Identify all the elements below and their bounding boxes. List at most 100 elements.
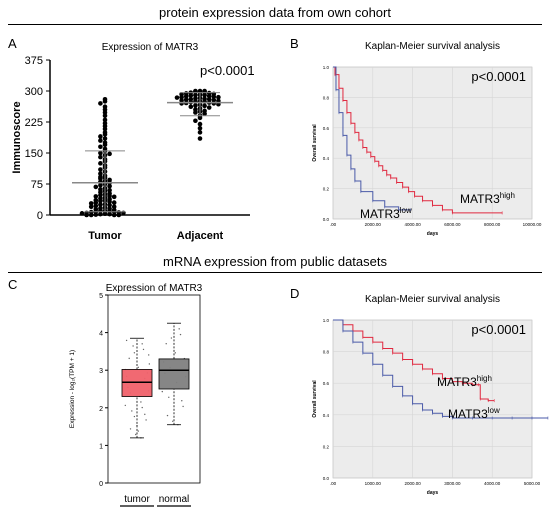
survival-curve [333,319,548,419]
data-point [107,151,112,157]
x-tick-label: 6000.00 [444,222,461,227]
plot-area [332,319,533,479]
data-point [98,150,103,156]
x-axis-label: days [427,490,439,496]
jitter-point [174,352,176,354]
jitter-point [144,413,146,416]
survival-curve [333,66,411,211]
data-point [93,203,99,209]
section-divider [8,24,542,25]
y-tick-label: 0.2 [323,444,330,449]
jitter-point [178,328,180,330]
y-axis-label: Expression - log₂(TPM + 1) [69,350,76,428]
jitter-point [128,357,130,360]
y-tick-label: 225 [25,117,43,129]
data-point [102,136,108,141]
data-point [116,212,122,218]
data-point [102,113,108,119]
data-point [107,193,112,199]
data-point [102,211,108,217]
data-point [98,171,103,176]
data-point [188,104,194,110]
y-tick-label: 0.6 [323,381,330,386]
data-point [98,192,103,198]
data-point [79,211,85,216]
data-point [183,97,189,102]
p-value: p<0.0001 [471,69,526,84]
x-tick-label: 2000.00 [404,481,421,486]
data-point [202,92,207,98]
box [158,358,190,390]
data-point [93,212,99,217]
p-value: p<0.0001 [200,63,255,78]
data-point [98,134,103,139]
data-point [98,138,103,143]
y-tick-label: 3 [99,368,103,375]
x-tick-label: 5000.00 [524,481,541,486]
data-point [98,161,103,166]
data-point [179,94,184,100]
data-point [102,132,108,137]
jitter-point [124,404,127,407]
jitter-point [166,414,169,417]
jitter-point [132,345,134,347]
jitter-point [145,419,147,421]
y-tick-label: 0.0 [323,217,330,222]
data-point [216,94,221,100]
y-tick-label: 375 [25,55,43,67]
data-point [206,96,212,102]
data-point [174,95,180,100]
section-title-mrna: mRNA expression from public datasets [163,254,387,269]
data-point [111,194,117,200]
data-point [197,121,203,127]
data-point [98,144,103,150]
data-point [193,118,198,124]
panel-label-b: B [290,36,299,51]
y-tick-label: 0.8 [323,95,330,100]
data-point [107,187,112,193]
x-tick-label: 4000.00 [404,222,421,227]
data-point [93,194,99,199]
jitter-point [137,430,139,432]
y-tick-label: 1.0 [323,65,330,70]
data-point [211,94,217,100]
data-point [102,126,108,132]
jitter-point [168,396,170,399]
jitter-point [172,420,174,422]
data-point [197,115,203,121]
chart-title: Expression of MATR3 [106,283,203,294]
x-tick-label: .00 [330,222,337,227]
data-point [98,198,103,204]
data-point [102,99,108,104]
data-point [88,201,94,206]
data-point [93,184,99,190]
x-tick-label: 10000.00 [523,222,542,227]
plot-area [332,66,533,220]
data-point [202,103,207,109]
data-point [84,212,89,218]
survival-curve [333,66,503,214]
data-point [188,93,194,98]
jitter-point [133,352,136,354]
data-point [206,105,212,110]
jitter-point [133,415,136,418]
data-point [98,154,103,160]
jitter-point [182,405,184,408]
jitter-point [165,343,167,345]
jitter-point [141,406,143,409]
y-tick-label: 0.4 [323,413,330,418]
x-axis-label: days [427,231,439,237]
jitter-point [140,401,142,403]
jitter-point [170,337,173,339]
data-point [183,94,189,99]
x-tick-label: 4000.00 [484,481,501,486]
y-tick-label: 1.0 [323,318,330,323]
data-point [197,130,203,135]
x-category-label: tumor [124,494,150,505]
jitter-point [161,390,163,393]
survival-curve [333,319,495,402]
data-point [102,117,108,123]
panel-label-c: C [8,277,18,292]
